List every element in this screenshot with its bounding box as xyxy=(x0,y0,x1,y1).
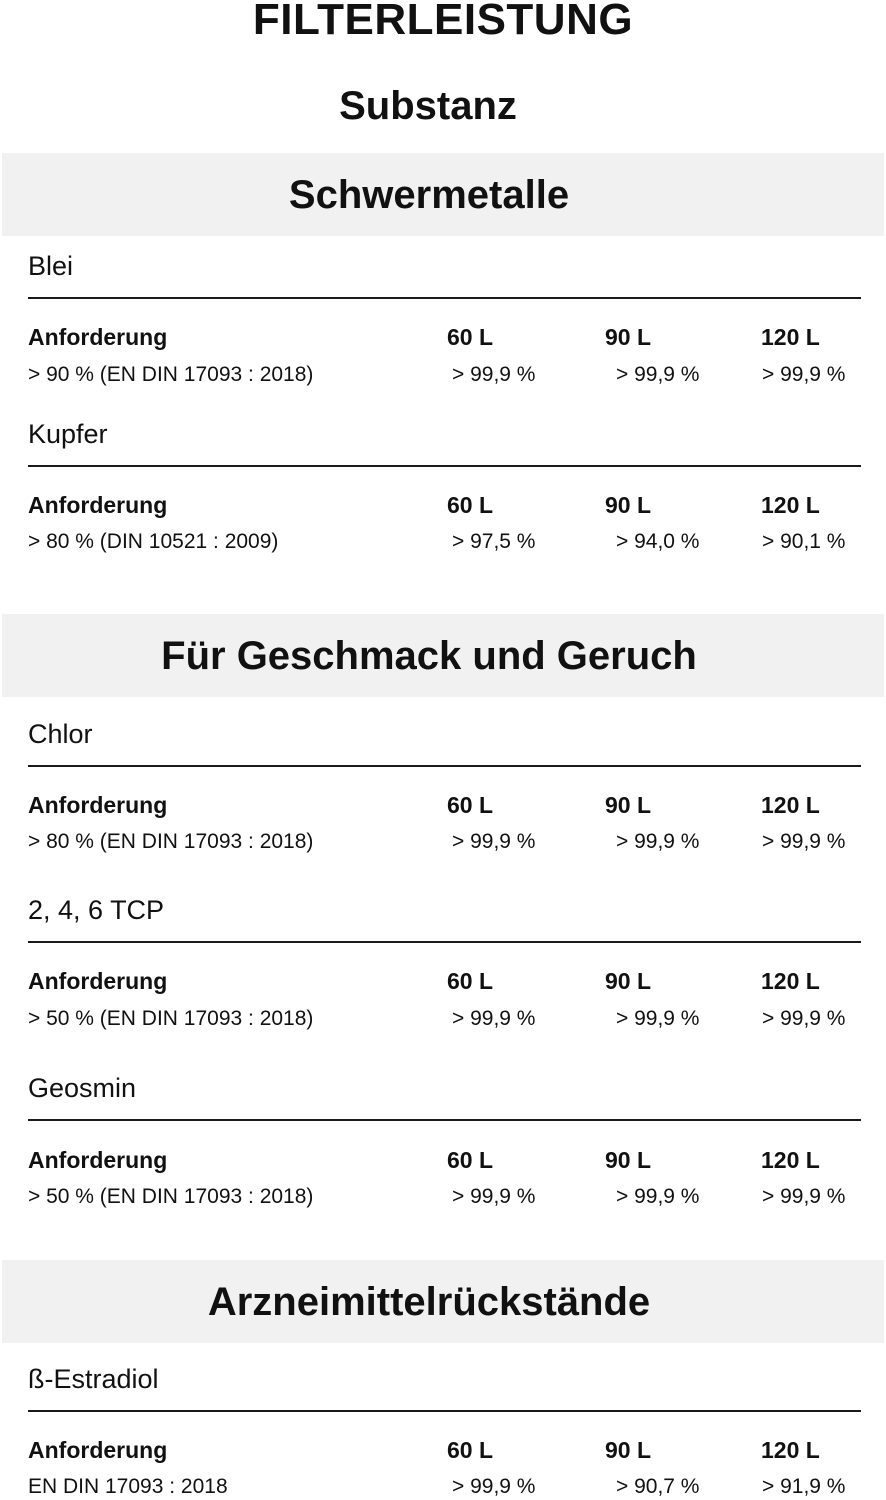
column-header-requirement: Anforderung xyxy=(28,324,168,350)
section-header-arzneimittelrueckstaende: Arzneimittelrückstände xyxy=(2,1260,884,1343)
value-60l: > 99,9 % xyxy=(452,363,536,386)
substance-name: Blei xyxy=(28,251,74,281)
substance-name: ß-Estradiol xyxy=(28,1364,159,1394)
requirement-value: > 80 % (DIN 10521 : 2009) xyxy=(28,530,279,553)
value-120l: > 99,9 % xyxy=(762,1185,846,1208)
column-header-120l: 120 L xyxy=(761,324,820,350)
value-60l: > 99,9 % xyxy=(452,1185,536,1208)
divider xyxy=(28,465,861,467)
value-90l: > 99,9 % xyxy=(616,363,700,386)
section-header-geschmack-geruch: Für Geschmack und Geruch xyxy=(2,614,884,697)
column-header-60l: 60 L xyxy=(447,324,494,350)
column-header-90l: 90 L xyxy=(605,1437,652,1463)
column-header-requirement: Anforderung xyxy=(28,1147,168,1173)
section-title: Schwermetalle xyxy=(288,172,570,217)
value-60l: > 99,9 % xyxy=(452,1475,536,1498)
column-header-120l: 120 L xyxy=(761,792,820,818)
value-90l: > 99,9 % xyxy=(616,830,700,853)
requirement-value: > 50 % (EN DIN 17093 : 2018) xyxy=(28,1007,314,1030)
table-subtitle: Substanz xyxy=(339,84,517,128)
value-120l: > 99,9 % xyxy=(762,830,846,853)
column-header-requirement: Anforderung xyxy=(28,968,168,994)
column-header-60l: 60 L xyxy=(447,792,494,818)
section-title: Für Geschmack und Geruch xyxy=(161,633,697,678)
substance-name: 2, 4, 6 TCP xyxy=(28,895,165,925)
column-header-requirement: Anforderung xyxy=(28,792,168,818)
column-header-90l: 90 L xyxy=(605,968,652,994)
requirement-value: > 90 % (EN DIN 17093 : 2018) xyxy=(28,363,314,386)
value-60l: > 99,9 % xyxy=(452,830,536,853)
requirement-value: EN DIN 17093 : 2018 xyxy=(28,1475,228,1498)
value-60l: > 97,5 % xyxy=(452,530,536,553)
divider xyxy=(28,1119,861,1121)
column-header-60l: 60 L xyxy=(447,1147,494,1173)
page-title: FILTERLEISTUNG xyxy=(252,0,634,44)
value-90l: > 90,7 % xyxy=(616,1475,700,1498)
requirement-value: > 80 % (EN DIN 17093 : 2018) xyxy=(28,830,314,853)
substance-name: Geosmin xyxy=(28,1073,137,1103)
column-header-120l: 120 L xyxy=(761,492,820,518)
substance-name: Chlor xyxy=(28,719,93,749)
value-60l: > 99,9 % xyxy=(452,1007,536,1030)
column-header-120l: 120 L xyxy=(761,1437,820,1463)
value-120l: > 99,9 % xyxy=(762,363,846,386)
value-90l: > 99,9 % xyxy=(616,1007,700,1030)
value-120l: > 90,1 % xyxy=(762,530,846,553)
value-120l: > 99,9 % xyxy=(762,1007,846,1030)
column-header-requirement: Anforderung xyxy=(28,1437,168,1463)
value-90l: > 94,0 % xyxy=(616,530,700,553)
column-header-120l: 120 L xyxy=(761,968,820,994)
column-header-requirement: Anforderung xyxy=(28,492,168,518)
column-header-60l: 60 L xyxy=(447,1437,494,1463)
column-header-60l: 60 L xyxy=(447,968,494,994)
substance-name: Kupfer xyxy=(28,419,108,449)
column-header-90l: 90 L xyxy=(605,324,652,350)
divider xyxy=(28,297,861,299)
column-header-90l: 90 L xyxy=(605,792,652,818)
divider xyxy=(28,765,861,767)
value-90l: > 99,9 % xyxy=(616,1185,700,1208)
section-title: Arzneimittelrückstände xyxy=(207,1279,651,1324)
requirement-value: > 50 % (EN DIN 17093 : 2018) xyxy=(28,1185,314,1208)
column-header-90l: 90 L xyxy=(605,492,652,518)
column-header-60l: 60 L xyxy=(447,492,494,518)
divider xyxy=(28,941,861,943)
value-120l: > 91,9 % xyxy=(762,1475,846,1498)
column-header-120l: 120 L xyxy=(761,1147,820,1173)
column-header-90l: 90 L xyxy=(605,1147,652,1173)
section-header-schwermetalle: Schwermetalle xyxy=(2,153,884,236)
divider xyxy=(28,1410,861,1412)
